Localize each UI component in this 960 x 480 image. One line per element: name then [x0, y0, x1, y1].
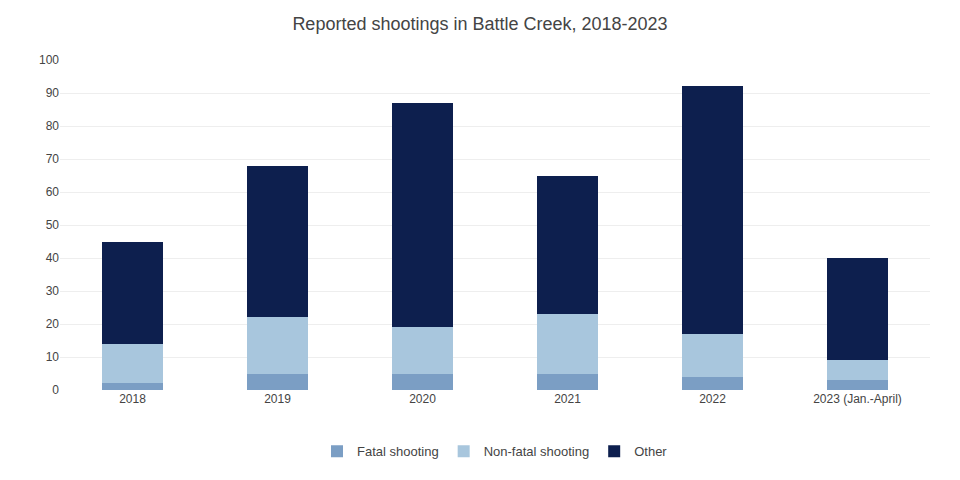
svg-text:Non-fatal shooting: Non-fatal shooting — [484, 444, 590, 459]
svg-text:50: 50 — [46, 218, 60, 232]
svg-text:60: 60 — [46, 185, 60, 199]
svg-text:2023 (Jan.-April): 2023 (Jan.-April) — [813, 392, 902, 406]
svg-text:2020: 2020 — [409, 392, 436, 406]
svg-text:20: 20 — [46, 317, 60, 331]
svg-text:Fatal shooting: Fatal shooting — [357, 444, 439, 459]
svg-text:40: 40 — [46, 251, 60, 265]
svg-text:90: 90 — [46, 86, 60, 100]
svg-text:Reported shootings in Battle C: Reported shootings in Battle Creek, 2018… — [292, 14, 667, 34]
svg-text:10: 10 — [46, 350, 60, 364]
svg-text:2018: 2018 — [119, 392, 146, 406]
svg-text:30: 30 — [46, 284, 60, 298]
svg-text:0: 0 — [52, 383, 59, 397]
svg-text:80: 80 — [46, 119, 60, 133]
svg-text:Other: Other — [634, 444, 667, 459]
svg-text:2022: 2022 — [699, 392, 726, 406]
svg-text:100: 100 — [39, 53, 59, 67]
svg-text:70: 70 — [46, 152, 60, 166]
svg-text:2021: 2021 — [554, 392, 581, 406]
svg-text:2019: 2019 — [264, 392, 291, 406]
